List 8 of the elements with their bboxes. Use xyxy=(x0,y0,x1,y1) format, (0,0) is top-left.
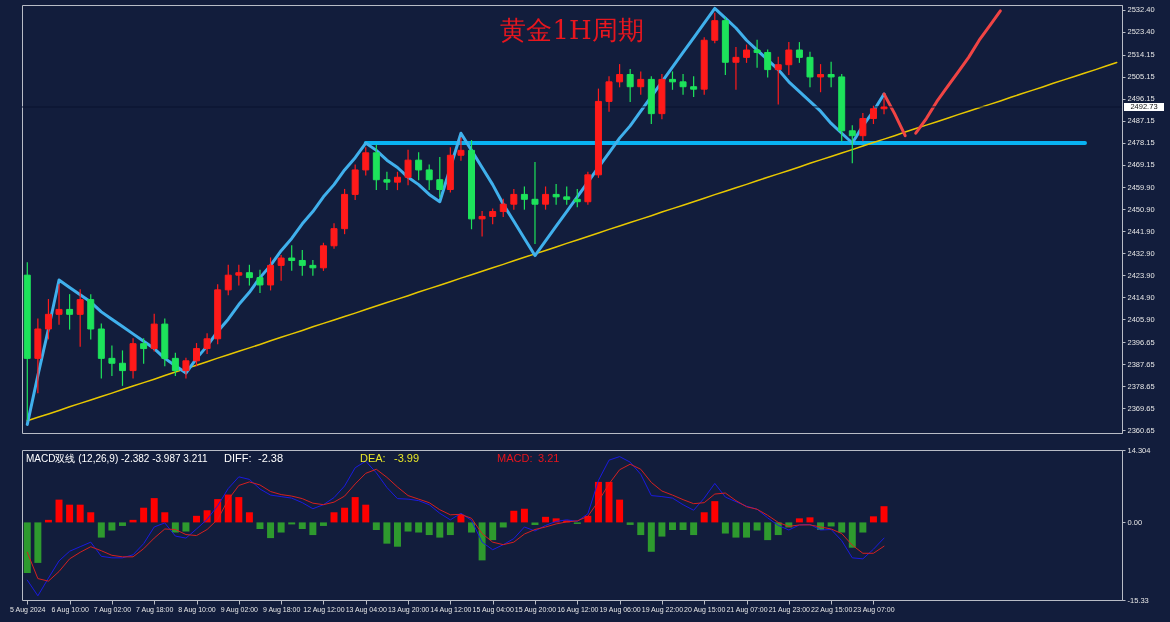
chart-title: 黄金1H周期 xyxy=(500,15,644,45)
annotation: -3.99 xyxy=(394,452,420,464)
annotation: MACD双线 (12,26,9) -2.382 -3.987 3.211 xyxy=(26,453,209,464)
annotation: 3.21 xyxy=(538,452,560,464)
annotation: MACD: xyxy=(497,452,533,464)
annotation: DIFF: xyxy=(224,452,252,464)
annotation: DEA: xyxy=(360,452,386,464)
annotation: -2.38 xyxy=(258,452,284,464)
